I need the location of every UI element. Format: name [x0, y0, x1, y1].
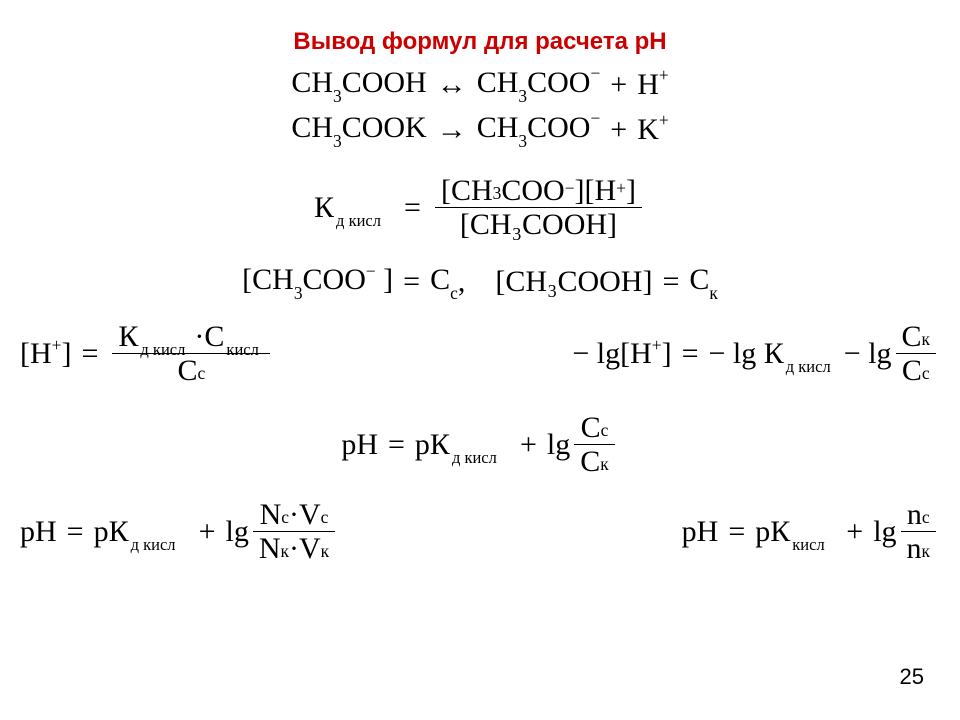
k-dissoc: Кд кисл [314, 191, 334, 224]
slide-number: 25 [900, 664, 924, 690]
equations-container: CH3COOH ↔ CH3COO− + H+ CH3COOK → CH3COO−… [0, 60, 960, 571]
equation-7: рН = рКд кисл + lg Nс · Vс Nк · Vк [20, 498, 940, 565]
equation-6: рН = рКд кисл + lg Cс Cк [341, 411, 618, 478]
eq1-rhs2: H+ [637, 68, 668, 101]
fraction: [CH3COO−][H+] [CH₃COOH] [435, 174, 642, 241]
equation-2: CH3COOK → CH3COO− + K+ [291, 111, 668, 148]
equation-1: CH3COOH ↔ CH3COO− + H+ [291, 66, 668, 103]
equation-5: [H+] = Кд кисл · Cкисл Cс − lg [H+] = − … [20, 320, 940, 387]
eq1-lhs: CH3COOH [291, 66, 426, 103]
numerator: [CH3COO−][H+] [435, 174, 642, 207]
eq2-rhs2: K+ [637, 113, 668, 146]
denominator: [CH₃COOH] [454, 208, 623, 241]
slide-title: Вывод формул для расчета рН [0, 28, 960, 56]
equation-5-left: [H+] = Кд кисл · Cкисл Cс [20, 320, 274, 387]
equation-7-right: рН = рКкисл + lg nс nк [682, 498, 940, 565]
equation-5-right: − lg [H+] = − lg Кд кисл − lg Cк Cс [572, 320, 940, 387]
double-arrow-icon: ↔ [427, 68, 477, 101]
plus-sign: + [600, 68, 637, 101]
plus-sign: + [600, 113, 637, 146]
right-arrow-icon: → [427, 113, 477, 146]
equals-sign: = [394, 191, 431, 224]
equation-3: Кд кисл = [CH3COO−][H+] [CH₃COOH] [314, 174, 646, 241]
equation-4: [CH3COO− ] = Cс , [CH₃COOH] = Cк [242, 263, 718, 300]
eq2-rhs1: CH3COO− [477, 111, 601, 148]
eq2-lhs: CH3COOK [291, 111, 426, 148]
eq1-rhs1: CH3COO− [477, 66, 601, 103]
equation-7-left: рН = рКд кисл + lg Nс · Vс Nк · Vк [20, 498, 339, 565]
